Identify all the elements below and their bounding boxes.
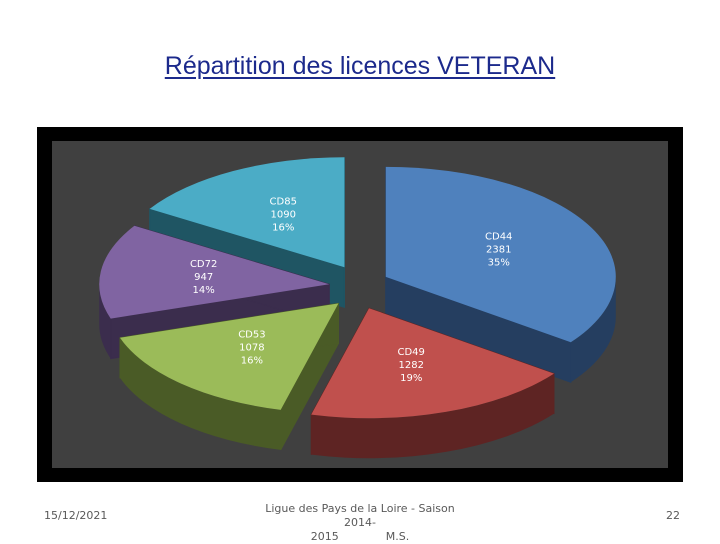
data-label-cd49-percent: 19% <box>400 373 422 384</box>
slice-cd49 <box>311 308 554 419</box>
slice-side-cd72-0 <box>99 284 111 359</box>
footer-line-2: 2015 M.S. <box>250 530 470 544</box>
footer-line-1: Ligue des Pays de la Loire - Saison 2014… <box>265 502 455 529</box>
data-label-cd53-value: 1078 <box>239 343 264 354</box>
data-label-cd85-name: CD85 <box>270 196 297 207</box>
slice-cd72 <box>99 225 330 319</box>
data-label-cd44-percent: 35% <box>488 258 510 269</box>
data-label-cd44-value: 2381 <box>486 245 511 256</box>
slice-cd85 <box>149 157 345 268</box>
data-label-cd53-percent: 16% <box>241 356 263 367</box>
slice-cd44 <box>385 166 616 343</box>
data-label-cd72-name: CD72 <box>190 259 217 270</box>
data-label-cd85-percent: 16% <box>272 222 294 233</box>
data-label-cd85-value: 1090 <box>271 209 296 220</box>
data-label-cd49-value: 1282 <box>398 360 423 371</box>
pie-chart-canvas: CD44 2381 35% CD49 1282 19% CD53 1078 16% CD72 947… <box>52 141 668 468</box>
slide-title: Répartition des licences VETERAN <box>164 52 556 80</box>
page-number: 22 <box>666 509 680 522</box>
pie-tops <box>99 157 616 419</box>
pie-labels: CD44 2381 35% CD49 1282 19% CD53 1078 16% CD72 947… <box>190 196 512 384</box>
data-label-cd44-name: CD44 <box>485 232 512 243</box>
slice-side-cd44-0 <box>570 276 616 383</box>
data-label-cd53-name: CD53 <box>238 330 265 341</box>
footer-season-end: 2015 <box>310 530 339 543</box>
data-label-cd72-percent: 14% <box>193 285 215 296</box>
slice-cd53 <box>119 303 339 410</box>
footer-date: 15/12/2021 <box>44 509 108 522</box>
slice-side-cd49-0 <box>311 373 554 459</box>
footer-author: M.S. <box>385 530 410 543</box>
data-label-cd72-value: 947 <box>194 272 213 283</box>
footer-text: Ligue des Pays de la Loire - Saison 2014… <box>250 502 470 544</box>
slice-side-cd53-0 <box>119 337 281 450</box>
data-label-cd49-name: CD49 <box>398 347 425 358</box>
pie-chart: CD44 2381 35% CD49 1282 19% CD53 1078 16% CD72 947… <box>37 127 683 482</box>
